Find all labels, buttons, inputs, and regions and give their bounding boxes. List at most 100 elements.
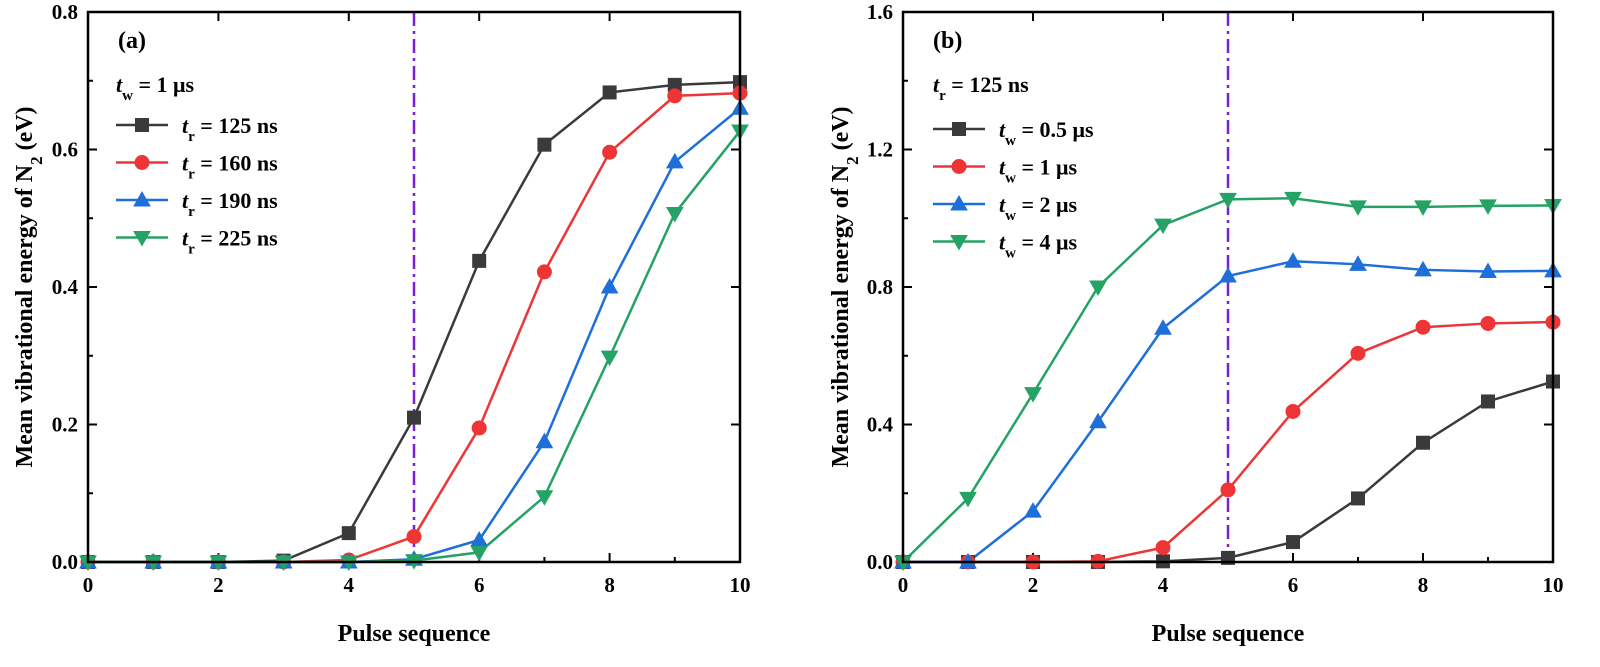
legend-entry-var: t: [182, 188, 189, 213]
data-point-s1-x4: [341, 526, 356, 541]
data-point-s2-x6: [471, 420, 487, 436]
legend-entry-sub: w: [1005, 133, 1016, 149]
x-axis-label: Pulse sequence: [1152, 621, 1305, 647]
y-tick-label: 0.8: [867, 275, 893, 299]
legend-entry-sub: r: [188, 167, 195, 183]
y-tick-label: 0.4: [867, 413, 894, 437]
data-point-s4-x9: [665, 206, 684, 223]
y-tick-label: 0.4: [52, 275, 79, 299]
x-tick-label: 2: [213, 573, 224, 597]
y-axis-label-sub: 2: [27, 156, 46, 165]
legend-entry-var: t: [999, 192, 1006, 217]
data-point-s3-x9: [1479, 262, 1497, 279]
x-tick-label: 8: [604, 573, 615, 597]
legend-entry-sub: r: [188, 242, 195, 258]
legend-entry-sub: w: [1005, 171, 1016, 187]
y-tick-label: 1.6: [867, 0, 893, 24]
legend-entry-var: t: [999, 117, 1006, 142]
data-point-s2-x7: [536, 264, 552, 280]
legend-entry-var: t: [182, 113, 189, 138]
legend-entry-var: t: [999, 155, 1006, 180]
data-point-s2-x5: [1220, 482, 1236, 498]
x-tick-label: 4: [344, 573, 355, 597]
legend-entry-text: = 225 ns: [195, 226, 278, 251]
y-axis-label-main: Mean vibrational energy of N: [12, 164, 38, 467]
y-axis-label: Mean vibrational energy of N2 (eV): [828, 106, 862, 467]
y-tick-label: 1.2: [867, 138, 893, 162]
legend-marker-2: [134, 155, 150, 170]
legend-marker-1: [135, 118, 149, 132]
legend-entry-3: tr = 190 ns: [182, 188, 278, 220]
data-point-s3-x5: [1219, 266, 1237, 283]
data-point-s3-x2: [1024, 502, 1042, 518]
legend-header-var: t: [933, 72, 940, 97]
data-point-s4-x3: [1089, 280, 1107, 297]
y-tick-label: 0.6: [52, 138, 78, 162]
x-tick-label: 8: [1418, 573, 1429, 597]
data-point-s3-x6: [1284, 252, 1302, 268]
legend-marker-3: [133, 190, 151, 207]
x-axis-label: Pulse sequence: [338, 621, 491, 647]
legend-entry-var: t: [999, 230, 1006, 255]
y-axis-label: Mean vibrational energy of N2 (eV): [12, 106, 46, 467]
data-point-s4-x8: [1414, 200, 1432, 216]
x-tick-label: 0: [898, 573, 909, 597]
chart-panel-b: 0 2 4 6 8 10 0.0 0.4 0.8 1.2 1.6 Pulse sequence Mean…: [828, 0, 1564, 647]
legend-entry-1: tw = 0.5 μs: [999, 117, 1094, 149]
data-point-s2-x4: [1155, 540, 1171, 556]
data-point-s3-x4: [1154, 319, 1172, 335]
data-point-s1-x8: [1416, 435, 1430, 450]
legend-entry-sub: w: [1005, 246, 1016, 262]
data-point-s2-x9: [1480, 315, 1496, 331]
data-point-s3-x8: [1414, 260, 1432, 277]
legend-header-text: = 125 ns: [946, 72, 1029, 97]
legend-header-var: t: [116, 72, 123, 97]
legend-entry-sub: w: [1005, 208, 1016, 224]
data-point-s4-x1: [959, 491, 977, 508]
legend-entry-sub: r: [188, 129, 195, 145]
data-point-s1-x9: [1481, 394, 1495, 409]
x-tick-label: 6: [474, 573, 485, 597]
data-point-s4-x2: [1024, 387, 1042, 403]
legend-marker-1: [952, 122, 966, 136]
data-point-s1-x5: [407, 410, 421, 425]
y-axis-label-main: Mean vibrational energy of N: [828, 164, 854, 467]
legend-marker-4: [133, 231, 151, 247]
x-tick-label: 10: [1543, 573, 1564, 597]
legend-entry-3: tw = 2 μs: [999, 192, 1077, 224]
legend-entry-var: t: [182, 151, 189, 176]
data-point-s1-x6: [472, 253, 487, 268]
y-tick-label: 0.0: [867, 550, 893, 574]
panel-label: (a): [118, 28, 146, 54]
legend-header-text: = 1 μs: [133, 72, 195, 97]
data-point-s1-x7: [537, 137, 552, 152]
data-point-s4-x6: [470, 545, 489, 562]
data-point-s4-x7: [535, 490, 554, 506]
legend-header-sub: w: [122, 88, 133, 104]
legend-marker-2: [951, 159, 967, 174]
legend-header: tw = 1 μs: [116, 72, 194, 104]
data-point-s4-x6: [1284, 191, 1302, 208]
x-tick-label: 6: [1288, 573, 1299, 597]
y-axis-label-sub: 2: [843, 156, 862, 165]
legend-marker-4: [950, 235, 968, 251]
legend-entry-text: = 4 μs: [1016, 230, 1078, 255]
x-tick-label: 0: [83, 573, 94, 597]
x-tick-label: 10: [730, 573, 751, 597]
data-point-s2-x7: [1350, 345, 1366, 361]
legend-header-sub: r: [939, 88, 946, 104]
data-point-s4-x4: [1154, 218, 1172, 235]
legend-marker-3: [950, 194, 968, 211]
legend-entry-text: = 125 ns: [195, 113, 278, 138]
data-point-s3-x8: [600, 277, 619, 294]
data-point-s2-x6: [1285, 403, 1301, 419]
data-point-s4-x5: [1219, 192, 1237, 209]
data-point-s2-x8: [1415, 319, 1431, 335]
legend-entry-sub: r: [188, 204, 195, 220]
legend-entry-1: tr = 125 ns: [182, 113, 278, 145]
legend-entry-text: = 0.5 μs: [1016, 117, 1094, 142]
legend-entry-text: = 160 ns: [195, 151, 278, 176]
legend-entry-text: = 2 μs: [1016, 192, 1078, 217]
chart-panel-a: 0 2 4 6 8 10 0.0 0.2 0.4 0.6 0.8 Pulse sequence Mean…: [12, 0, 751, 647]
